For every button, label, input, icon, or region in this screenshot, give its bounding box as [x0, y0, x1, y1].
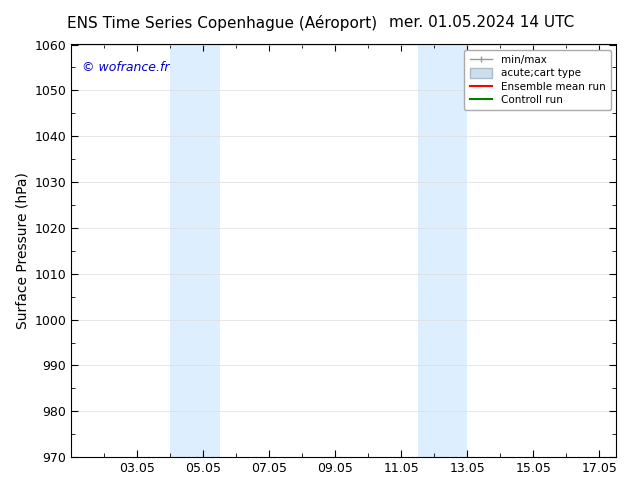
Text: mer. 01.05.2024 14 UTC: mer. 01.05.2024 14 UTC	[389, 15, 574, 30]
Y-axis label: Surface Pressure (hPa): Surface Pressure (hPa)	[15, 172, 29, 329]
Bar	[171, 45, 220, 457]
Text: © wofrance.fr: © wofrance.fr	[82, 61, 170, 74]
Text: ENS Time Series Copenhague (Aéroport): ENS Time Series Copenhague (Aéroport)	[67, 15, 377, 31]
Legend: min/max, acute;cart type, Ensemble mean run, Controll run: min/max, acute;cart type, Ensemble mean …	[464, 49, 611, 110]
Bar	[418, 45, 467, 457]
